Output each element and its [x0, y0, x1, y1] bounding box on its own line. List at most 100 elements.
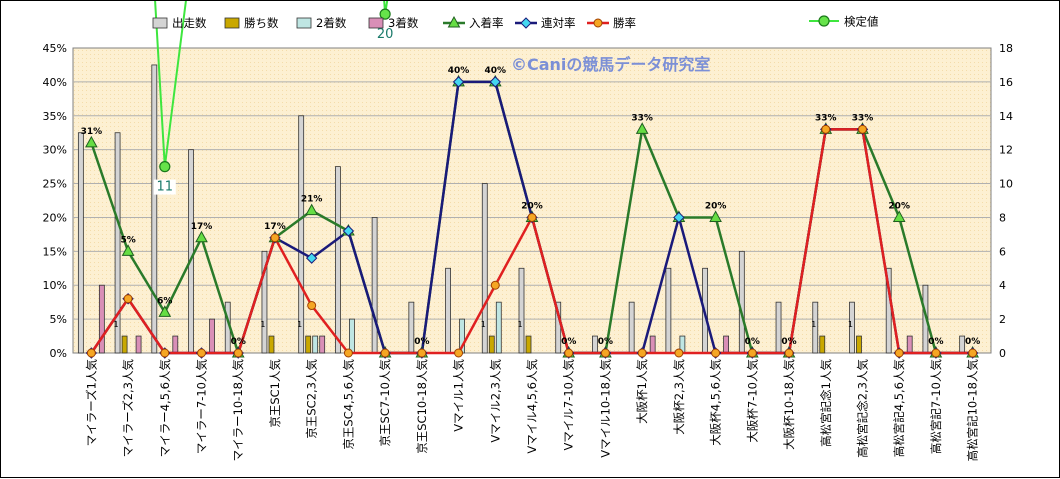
- category-label: Vマイル7-10人気: [562, 359, 576, 451]
- legend-marker-検定値: [818, 15, 830, 27]
- marker-勝率: [380, 348, 390, 358]
- marker-入着率: [158, 305, 172, 317]
- bar-出走数: [812, 301, 819, 354]
- rate-label: 5%: [120, 235, 135, 245]
- rate-label: 17%: [264, 222, 286, 232]
- bar-出走数: [849, 301, 855, 354]
- legend-swatch-出走数: [152, 17, 168, 29]
- win-count-label: 1: [811, 320, 816, 329]
- rate-label: 21%: [301, 195, 323, 205]
- left-tick-label: 0%: [50, 347, 67, 360]
- bar-3着数: [649, 335, 656, 354]
- marker-勝率: [197, 348, 207, 358]
- win-count-label: 1: [517, 320, 522, 329]
- marker-検定値: [159, 161, 171, 173]
- marker-勝率: [857, 124, 867, 134]
- legend-swatch-3着数: [368, 17, 384, 29]
- category-label: 大阪杯4,5,6人気: [709, 359, 723, 446]
- score-label: 11: [157, 180, 174, 195]
- win-count-label: 1: [297, 320, 302, 329]
- bar-3着数: [209, 318, 215, 354]
- marker-入着率: [892, 210, 906, 222]
- bar-出走数: [738, 250, 745, 354]
- left-tick-label: 35%: [43, 110, 67, 123]
- bar-勝ち数: [856, 335, 862, 354]
- marker-勝率: [307, 301, 317, 311]
- legend-marker-勝率: [593, 18, 603, 28]
- marker-連対率: [342, 225, 355, 237]
- score-label-bg: [153, 179, 176, 195]
- marker-入着率: [195, 230, 208, 243]
- marker-勝率: [490, 280, 500, 290]
- bar-勝ち数: [525, 335, 532, 354]
- marker-勝率: [747, 348, 757, 358]
- bar-2着数: [312, 335, 319, 354]
- bar-出走数: [665, 267, 672, 354]
- rate-label: 0%: [781, 337, 796, 347]
- bar-出走数: [371, 217, 378, 354]
- category-label: 大阪杯7-10人気: [745, 359, 759, 443]
- marker-勝率: [968, 348, 978, 358]
- rate-label: 33%: [631, 113, 653, 123]
- right-tick-label: 6: [999, 245, 1006, 258]
- rate-label: 0%: [561, 337, 576, 347]
- right-tick-label: 18: [999, 42, 1013, 55]
- score-label: 20: [377, 27, 394, 42]
- category-label: Vマイル4,5,6人気: [525, 359, 539, 454]
- bar-出走数: [959, 335, 966, 354]
- marker-勝率: [233, 348, 243, 358]
- category-label: 京王SC2,3人気: [305, 359, 319, 439]
- rate-label: 0%: [965, 337, 980, 347]
- category-label: マイラー7-10人気: [195, 359, 209, 455]
- category-label: Vマイル1人気: [452, 359, 466, 432]
- bar-2着数: [348, 318, 355, 354]
- win-count-label: 1: [260, 320, 265, 329]
- bar-出走数: [151, 64, 158, 354]
- bar-出走数: [775, 301, 782, 354]
- bar-3着数: [906, 335, 913, 354]
- rate-label: 33%: [852, 113, 874, 123]
- legend-swatch-2着数: [296, 17, 312, 29]
- rate-label: 0%: [231, 337, 246, 347]
- marker-勝率: [86, 348, 96, 358]
- win-count-label: 1: [481, 320, 486, 329]
- marker-連対率: [673, 211, 685, 224]
- category-label: 京王SC7-10人気: [378, 359, 392, 447]
- marker-勝率: [527, 212, 537, 222]
- legend-label-入着率: 入着率: [469, 16, 504, 30]
- marker-勝率: [454, 348, 464, 358]
- bar-勝ち数: [488, 335, 495, 354]
- marker-勝率: [123, 294, 133, 304]
- bar-出走数: [114, 132, 121, 354]
- rate-label: 40%: [448, 66, 470, 76]
- right-tick-label: 10: [999, 178, 1013, 191]
- rate-label: 17%: [191, 222, 213, 232]
- marker-勝率: [343, 348, 353, 358]
- legend-label-連対率: 連対率: [541, 16, 576, 30]
- legend-label-2着数: 2着数: [316, 16, 347, 30]
- marker-勝率: [564, 348, 574, 358]
- legend-marker-入着率: [447, 15, 461, 28]
- marker-入着率: [305, 203, 319, 216]
- bar-2着数: [495, 301, 502, 354]
- category-label: 京王SC10-18人気: [415, 359, 429, 454]
- bar-勝ち数: [819, 335, 826, 354]
- category-label: マイラー10-18人気: [231, 359, 245, 462]
- bar-勝ち数: [121, 335, 128, 354]
- bar-出走数: [188, 149, 194, 354]
- right-tick-label: 2: [999, 313, 1006, 326]
- watermark-text: ©Caniの競馬データ研究室: [511, 55, 710, 74]
- marker-勝率: [417, 348, 427, 358]
- rate-label: 20%: [705, 201, 727, 211]
- category-label: 高松宮記10-18人気: [966, 359, 980, 462]
- category-label: マイラーズ2,3人気: [121, 359, 135, 458]
- category-label: 京王SC4,5,6人気: [341, 359, 355, 450]
- left-tick-label: 30%: [43, 144, 67, 157]
- marker-勝率: [674, 348, 684, 358]
- right-tick-label: 8: [999, 211, 1006, 224]
- left-tick-label: 20%: [43, 211, 67, 224]
- marker-勝率: [600, 348, 610, 358]
- bar-3着数: [319, 335, 326, 354]
- left-tick-label: 40%: [43, 76, 67, 89]
